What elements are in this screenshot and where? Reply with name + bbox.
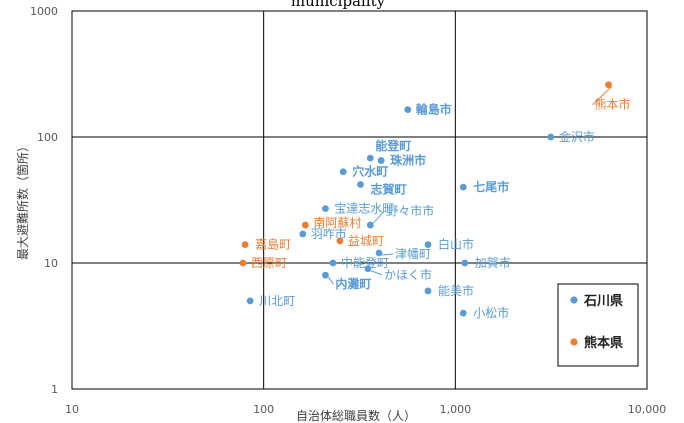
data-label: 能美市 xyxy=(438,283,474,298)
x-tick-label: 10,000 xyxy=(628,403,667,416)
data-label: 珠洲市 xyxy=(390,153,426,168)
y-tick-label: 10 xyxy=(44,257,58,270)
data-point xyxy=(299,230,307,238)
data-point xyxy=(424,287,432,295)
legend-marker-ishikawa xyxy=(570,296,578,304)
data-label: 穴水町 xyxy=(352,164,388,179)
data-label: 川北町 xyxy=(259,294,295,308)
data-label: 南阿蘇村 xyxy=(313,215,361,230)
chart-title: municipality xyxy=(291,0,386,10)
data-label: 嘉島町 xyxy=(255,237,291,252)
data-point xyxy=(329,259,337,267)
data-point xyxy=(301,221,309,229)
data-label: 金沢市 xyxy=(559,129,595,144)
data-point xyxy=(246,297,254,305)
data-label: 小松市 xyxy=(473,305,509,320)
x-axis-ticks: 10 100 1,000 10,000 xyxy=(65,403,666,416)
data-point xyxy=(366,221,374,229)
data-point xyxy=(377,157,385,164)
data-point xyxy=(322,205,329,213)
label-leader-line xyxy=(370,270,383,276)
y-axis-title: 最大避難所数（箇所） xyxy=(15,140,30,260)
data-point xyxy=(339,168,347,176)
data-point xyxy=(459,183,467,191)
data-label: 志賀町 xyxy=(370,181,406,196)
data-point xyxy=(366,154,374,162)
y-tick-label: 1 xyxy=(51,383,58,396)
data-point xyxy=(605,81,612,89)
data-point xyxy=(322,271,329,279)
data-label: 益城町 xyxy=(348,234,384,248)
data-point xyxy=(461,259,469,267)
legend: 石川県 熊本県 xyxy=(557,283,639,367)
data-label: 輪島市 xyxy=(416,102,452,117)
data-points xyxy=(239,81,612,317)
data-label: 七尾市 xyxy=(473,179,509,194)
data-point xyxy=(404,106,412,113)
data-label: 熊本市 xyxy=(595,97,631,112)
data-point xyxy=(336,237,344,245)
data-point xyxy=(241,241,249,248)
x-tick-label: 100 xyxy=(253,403,274,416)
legend-label-ishikawa: 石川県 xyxy=(583,294,623,309)
data-label: 羽咋市 xyxy=(311,226,347,241)
data-point xyxy=(459,309,467,317)
label-leader-line xyxy=(592,86,612,106)
x-axis-title: 自治体総職員数（人） xyxy=(296,408,416,423)
y-tick-label: 1000 xyxy=(30,5,58,18)
label-leader-line xyxy=(382,253,394,256)
data-point xyxy=(239,259,247,267)
data-label: 津幡町 xyxy=(395,246,431,261)
label-leader-line xyxy=(328,276,334,285)
data-label: 能登町 xyxy=(375,138,411,153)
plot-area xyxy=(71,10,648,390)
data-point xyxy=(547,133,555,141)
data-point xyxy=(375,249,383,257)
data-point xyxy=(364,265,372,273)
data-label: 内灘町 xyxy=(335,276,371,291)
label-leader-lines xyxy=(328,86,612,285)
data-label: かほく市 xyxy=(384,267,432,282)
data-label: 加賀市 xyxy=(475,255,511,270)
data-point xyxy=(424,241,432,248)
data-label: 野々市市 xyxy=(386,203,434,218)
legend-marker-kumamoto xyxy=(570,338,578,346)
data-label: 宝達志水町 xyxy=(334,202,394,216)
data-label: 白山市 xyxy=(438,237,474,252)
x-tick-label: 1,000 xyxy=(440,403,472,416)
legend-label-kumamoto: 熊本県 xyxy=(584,335,623,351)
label-leader-line xyxy=(372,210,385,224)
x-tick-label: 10 xyxy=(65,403,79,416)
data-label: 中能登町 xyxy=(341,255,389,270)
data-point xyxy=(357,181,364,188)
y-tick-label: 100 xyxy=(37,131,58,144)
data-label: 西原町 xyxy=(251,256,287,270)
y-axis-ticks: 1 10 100 1000 xyxy=(30,5,58,396)
